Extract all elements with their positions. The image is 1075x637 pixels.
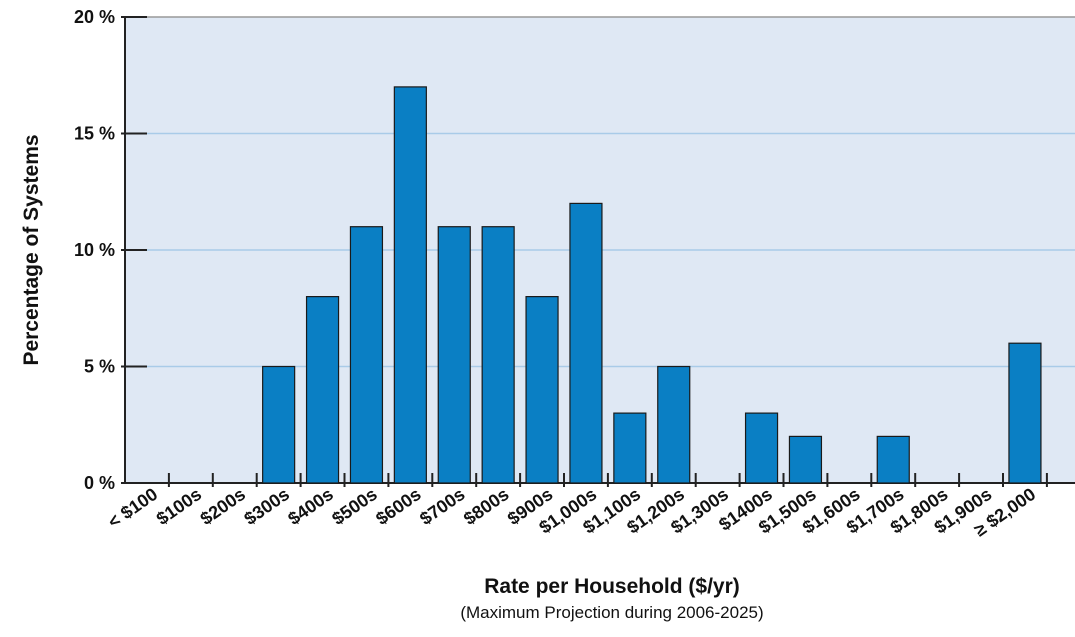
bar [262,365,296,484]
x-axis-sublabel: (Maximum Projection during 2006-2025) [460,603,763,622]
x-tick-label: $600s [372,484,424,529]
bar [481,226,515,484]
bar [393,86,427,484]
y-tick-label: 10 % [74,240,115,260]
bar [876,435,910,484]
bar [1008,342,1042,484]
y-tick-label: 0 % [84,473,115,493]
x-tick-label: $300s [240,484,292,529]
bar [657,365,691,484]
y-tick-label: 5 % [84,357,115,377]
bar [613,412,647,484]
y-axis-label: Percentage of Systems [20,134,43,365]
bar [525,296,559,484]
bar [349,226,384,484]
x-tick-label: $700s [416,484,468,529]
x-tick-label: $100s [153,484,205,529]
bar [437,226,471,484]
bar [788,435,823,484]
x-tick-label: $400s [284,484,336,529]
y-tick-label: 15 % [74,124,115,144]
y-tick-label: 20 % [74,7,115,27]
x-tick-label: $200s [197,484,249,529]
x-tick-label: $500s [328,484,380,529]
x-axis-label: Rate per Household ($/yr) [484,575,740,598]
bar [305,296,340,484]
bar [569,202,603,484]
bar [744,412,779,484]
x-tick-label: $800s [460,484,512,529]
